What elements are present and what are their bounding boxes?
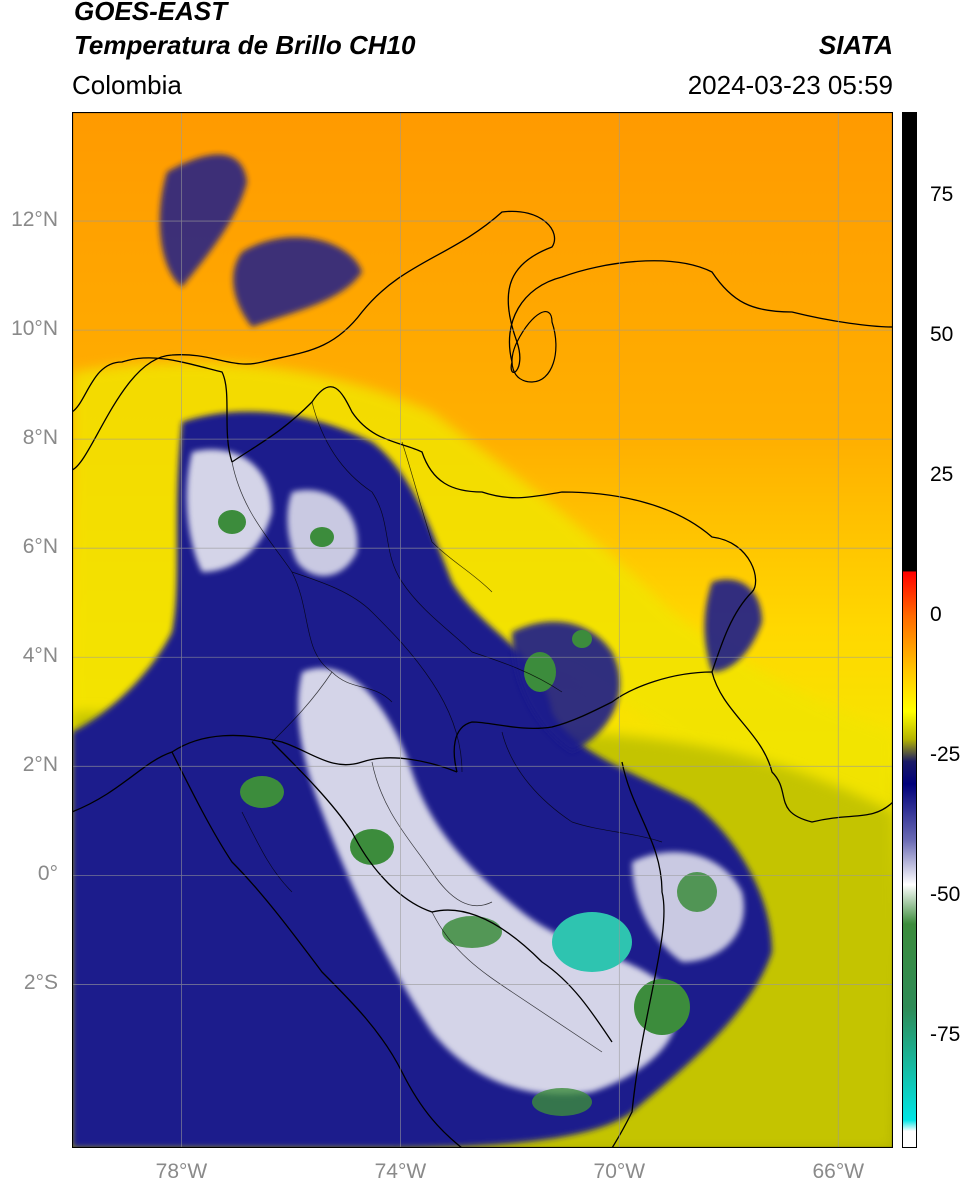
colorbar-tick-label: 75 bbox=[930, 183, 954, 206]
colorbar-tick-label: 25 bbox=[930, 463, 954, 486]
region-label: Colombia bbox=[72, 70, 182, 100]
cloud-coldest-3 bbox=[240, 776, 284, 808]
cloud-cold-venezuela-east bbox=[704, 579, 762, 672]
y-tick-label: 12°N bbox=[11, 208, 58, 232]
x-tick-label: 66°W bbox=[812, 1160, 865, 1183]
cloud-very-cold-3 bbox=[298, 668, 678, 1095]
department-borders bbox=[231, 401, 663, 1053]
x-tick-label: 74°W bbox=[374, 1160, 427, 1183]
graticule bbox=[72, 112, 893, 1148]
cloud-coldest-11 bbox=[572, 630, 592, 648]
satellite-title: GOES-EAST bbox=[74, 0, 228, 26]
y-tick-label: 2°N bbox=[22, 753, 58, 777]
cloud-coldest-5 bbox=[524, 652, 556, 692]
colorbar-tick-label: 0 bbox=[930, 603, 942, 626]
y-tick-label: 4°N bbox=[22, 644, 58, 668]
colorbar-tick-label: -25 bbox=[930, 743, 961, 766]
product-title: Temperatura de Brillo CH10 bbox=[74, 30, 416, 60]
y-tick-label: 8°N bbox=[22, 426, 58, 450]
colorbar bbox=[902, 112, 917, 1148]
country-borders bbox=[72, 210, 893, 1148]
cloud-caribbean-2 bbox=[233, 237, 362, 327]
lake-maracaibo bbox=[511, 311, 557, 383]
x-tick-label: 78°W bbox=[155, 1160, 208, 1183]
x-tick-label: 70°W bbox=[593, 1160, 646, 1183]
datetime-label: 2024-03-23 05:59 bbox=[687, 70, 893, 100]
cloud-coldest-6 bbox=[442, 916, 502, 948]
cloud-coldest-10 bbox=[532, 1088, 592, 1116]
organization-label: SIATA bbox=[818, 30, 893, 60]
colorbar-tick-label: -75 bbox=[930, 1023, 961, 1046]
colorbar-tick-label: -50 bbox=[930, 883, 961, 906]
map-frame bbox=[72, 112, 893, 1148]
colorbar-tick-label: 50 bbox=[930, 323, 954, 346]
cloud-coldest-7 bbox=[552, 912, 632, 972]
y-tick-label: 10°N bbox=[11, 317, 58, 341]
cloud-coldest-1 bbox=[218, 510, 246, 534]
cloud-coldest-9 bbox=[677, 872, 717, 912]
y-tick-label: 6°N bbox=[22, 535, 58, 559]
brightness-temperature-map bbox=[72, 112, 893, 1148]
cloud-coldest-2 bbox=[310, 527, 334, 547]
cloud-coldest-4 bbox=[350, 829, 394, 865]
y-tick-label: 0° bbox=[37, 862, 58, 886]
cloud-coldest-8 bbox=[634, 979, 690, 1035]
y-tick-label: 2°S bbox=[23, 971, 58, 995]
